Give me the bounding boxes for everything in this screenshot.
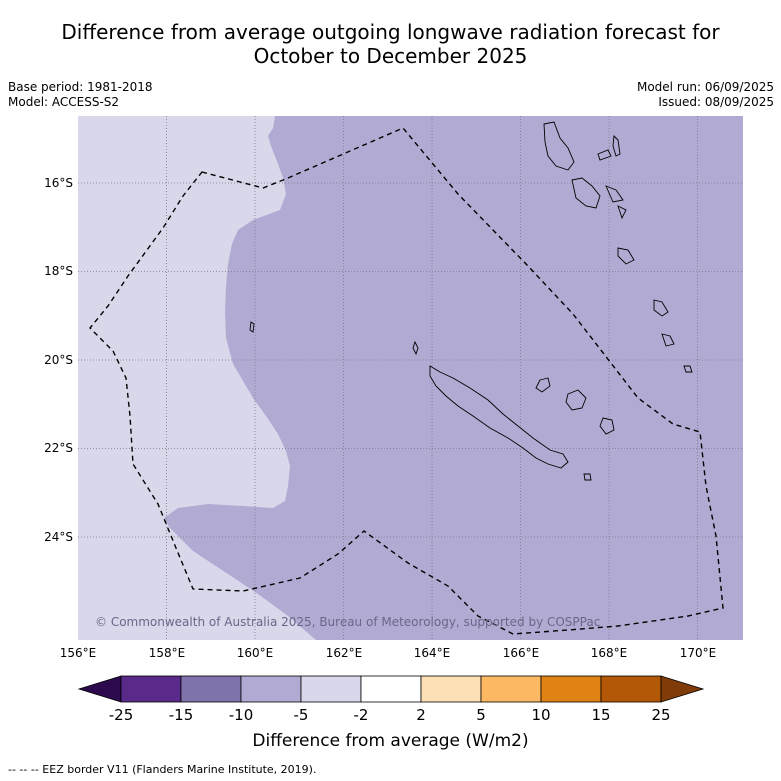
meta-right: Model run: 06/09/2025 Issued: 08/09/2025 [637, 80, 774, 110]
colorbar-segment-4 [300, 675, 362, 703]
lon-label-168e: 168°E [590, 646, 628, 660]
map: © Commonwealth of Australia 2025, Bureau… [78, 116, 743, 640]
colorbar-segment-5 [360, 675, 422, 703]
colorbar-segment-7 [480, 675, 542, 703]
lon-label-164e: 164°E [413, 646, 451, 660]
meta-left: Base period: 1981-2018 Model: ACCESS-S2 [8, 80, 153, 110]
lon-label-158e: 158°E [148, 646, 186, 660]
colorbar-label: Difference from average (W/m2) [252, 731, 529, 751]
lon-label-170e: 170°E [679, 646, 717, 660]
colorbar-segment-8 [540, 675, 602, 703]
colorbar-tick-2: -15 [168, 706, 194, 724]
colorbar-tick-3: -10 [228, 706, 254, 724]
colorbar-segment-2 [180, 675, 242, 703]
colorbar [77, 675, 705, 703]
colorbar-segment-1 [120, 675, 182, 703]
lon-label-156e: 156°E [59, 646, 97, 660]
colorbar-tick-6: 2 [416, 706, 426, 724]
base-period: Base period: 1981-2018 [8, 80, 153, 94]
colorbar-tick-4: -5 [293, 706, 309, 724]
eez-border [89, 127, 724, 635]
lon-label-160e: 160°E [236, 646, 274, 660]
lat-label-16s: 16°S [44, 176, 73, 190]
title-line-1: Difference from average outgoing longwav… [61, 20, 720, 44]
colorbar-segment-6 [420, 675, 482, 703]
colorbar-segment-3 [240, 675, 302, 703]
copyright-text: © Commonwealth of Australia 2025, Bureau… [95, 615, 600, 629]
colorbar-segment-max [660, 675, 705, 703]
colorbar-tick-9: 15 [591, 706, 611, 724]
eez-footnote: -- -- -- EEZ border V11 (Flanders Marine… [8, 763, 317, 776]
lat-label-18s: 18°S [44, 264, 73, 278]
new-caledonia-island [429, 365, 569, 469]
colorbar-tick-5: -2 [353, 706, 369, 724]
lat-label-20s: 20°S [44, 353, 73, 367]
anomaly-region-minus5 [78, 116, 316, 640]
small-islands [249, 121, 693, 481]
lon-label-162e: 162°E [325, 646, 363, 660]
title-line-2: October to December 2025 [253, 44, 528, 68]
issued-date: Issued: 08/09/2025 [658, 95, 774, 109]
model-run: Model run: 06/09/2025 [636, 80, 774, 94]
colorbar-tick-8: 10 [531, 706, 551, 724]
colorbar-tick-10: 25 [651, 706, 671, 724]
lat-label-24s: 24°S [44, 530, 73, 544]
lat-label-22s: 22°S [44, 441, 73, 455]
model-name: Model: ACCESS-S2 [8, 95, 120, 109]
lon-label-166e: 166°E [502, 646, 540, 660]
colorbar-segment-min [77, 675, 122, 703]
colorbar-tick-7: 5 [476, 706, 486, 724]
colorbar-tick-1: -25 [108, 706, 134, 724]
chart-title: Difference from average outgoing longwav… [0, 20, 781, 68]
colorbar-segment-9 [600, 675, 662, 703]
